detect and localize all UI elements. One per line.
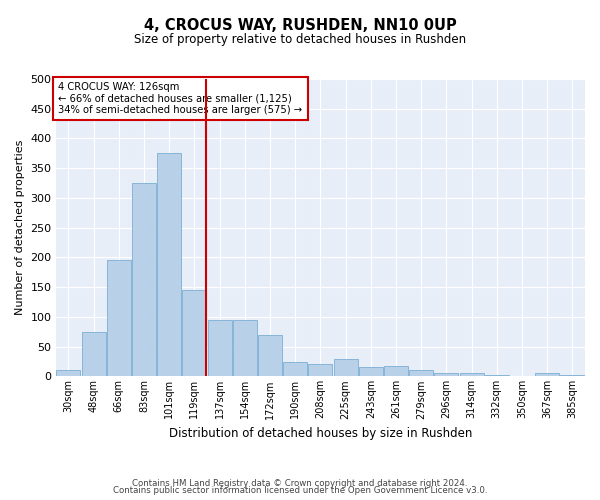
Y-axis label: Number of detached properties: Number of detached properties: [15, 140, 25, 316]
Bar: [182, 290, 206, 376]
Bar: [460, 374, 484, 376]
Bar: [485, 375, 509, 376]
Bar: [334, 358, 358, 376]
Bar: [208, 320, 232, 376]
Bar: [258, 335, 282, 376]
Text: Contains HM Land Registry data © Crown copyright and database right 2024.: Contains HM Land Registry data © Crown c…: [132, 478, 468, 488]
Bar: [384, 366, 408, 376]
Bar: [535, 374, 559, 376]
Bar: [560, 375, 584, 376]
Text: 4, CROCUS WAY, RUSHDEN, NN10 0UP: 4, CROCUS WAY, RUSHDEN, NN10 0UP: [143, 18, 457, 32]
Bar: [409, 370, 433, 376]
Bar: [233, 320, 257, 376]
Bar: [107, 260, 131, 376]
Bar: [308, 364, 332, 376]
Bar: [359, 368, 383, 376]
Text: Contains public sector information licensed under the Open Government Licence v3: Contains public sector information licen…: [113, 486, 487, 495]
Bar: [132, 183, 156, 376]
Bar: [157, 154, 181, 376]
Bar: [283, 362, 307, 376]
Bar: [82, 332, 106, 376]
Bar: [56, 370, 80, 376]
Text: Size of property relative to detached houses in Rushden: Size of property relative to detached ho…: [134, 32, 466, 46]
Bar: [434, 374, 458, 376]
X-axis label: Distribution of detached houses by size in Rushden: Distribution of detached houses by size …: [169, 427, 472, 440]
Text: 4 CROCUS WAY: 126sqm
← 66% of detached houses are smaller (1,125)
34% of semi-de: 4 CROCUS WAY: 126sqm ← 66% of detached h…: [58, 82, 302, 115]
